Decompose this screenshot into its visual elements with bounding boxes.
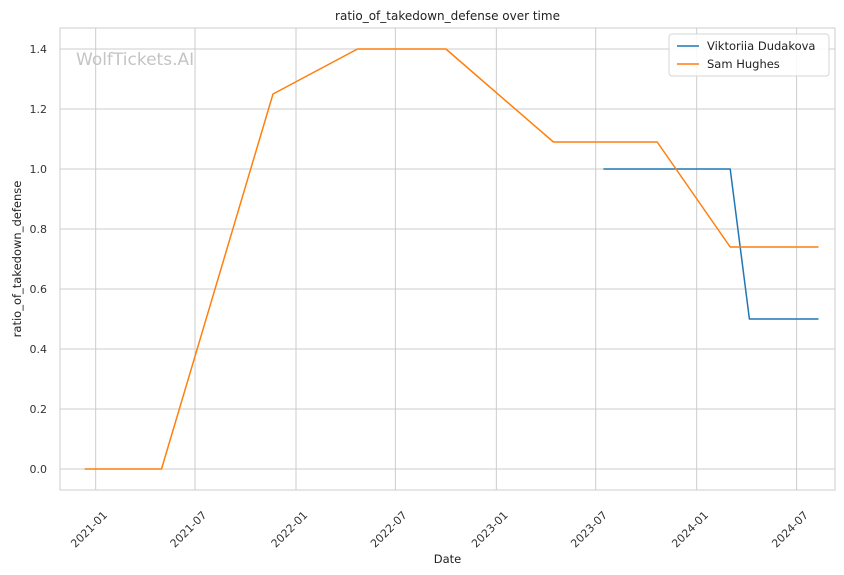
y-tick-label: 1.4 bbox=[30, 43, 48, 56]
x-tick-label: 2023-01 bbox=[469, 509, 511, 551]
x-tick-label: 2021-01 bbox=[68, 509, 110, 551]
y-tick-label: 0.0 bbox=[30, 463, 48, 476]
plot-frame bbox=[59, 27, 836, 491]
x-axis-label: Date bbox=[434, 552, 462, 566]
x-tick-label: 2024-07 bbox=[769, 509, 811, 551]
x-tick-label: 2022-07 bbox=[368, 509, 410, 551]
y-tick-label: 0.6 bbox=[30, 283, 48, 296]
x-tick-label: 2022-01 bbox=[269, 509, 311, 551]
x-tick-label: 2023-07 bbox=[568, 509, 610, 551]
x-tick-label: 2024-01 bbox=[669, 509, 711, 551]
legend-box bbox=[668, 33, 830, 77]
series-line-sam-hughes bbox=[84, 48, 819, 470]
y-tick-label: 0.2 bbox=[30, 403, 48, 416]
y-tick-label: 1.2 bbox=[30, 103, 48, 116]
x-tick-label: 2021-07 bbox=[168, 509, 210, 551]
grid bbox=[60, 28, 835, 490]
y-tick-label: 0.4 bbox=[30, 343, 48, 356]
series-lines bbox=[84, 48, 819, 470]
y-tick-label: 1.0 bbox=[30, 163, 48, 176]
series-line-viktoriia-dudakova bbox=[603, 168, 819, 320]
legend-label: Sam Hughes bbox=[707, 57, 780, 71]
y-tick-label: 0.8 bbox=[30, 223, 48, 236]
legend-label: Viktoriia Dudakova bbox=[707, 39, 815, 53]
legend: Viktoriia Dudakova Sam Hughes bbox=[668, 33, 830, 77]
plot-area bbox=[60, 28, 835, 490]
watermark-text: WolfTickets.AI bbox=[76, 50, 194, 70]
y-axis-label: ratio_of_takedown_defense bbox=[10, 181, 24, 338]
chart-title: ratio_of_takedown_defense over time bbox=[335, 9, 560, 23]
